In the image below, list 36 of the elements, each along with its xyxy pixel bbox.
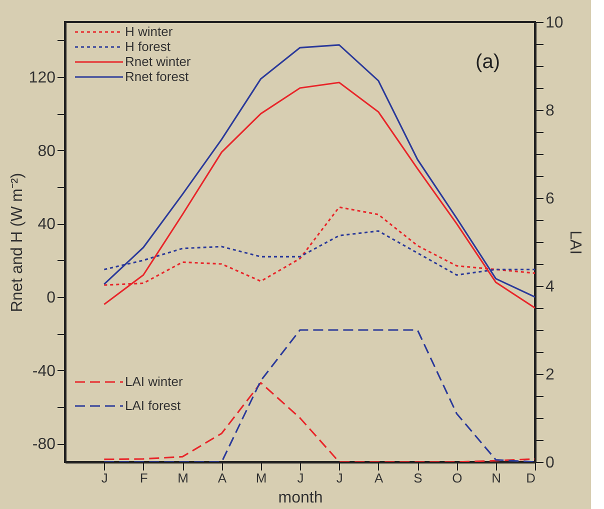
legend-label: H forest	[125, 39, 171, 54]
x-tick-label: D	[526, 470, 536, 486]
y2-tick-label: 0	[546, 454, 554, 472]
y2-tick-label: 6	[546, 190, 554, 208]
legend-label: Rnet winter	[125, 54, 192, 69]
y-tick-label: 0	[46, 290, 56, 306]
y-axis-title: Rnet and H (W m⁻²)	[8, 172, 26, 312]
x-tick-label: M	[178, 470, 188, 486]
x-tick-label: O	[452, 470, 462, 486]
y-tick-label: -40	[32, 362, 56, 380]
legend-label: LAI winter	[125, 374, 184, 389]
x-tick-label: A	[218, 470, 227, 486]
y2-tick-label: 4	[546, 278, 554, 296]
y2-tick-label: 2	[546, 366, 554, 384]
y2-axis-title: LAI	[566, 230, 584, 255]
y2-tick-label: 8	[546, 102, 554, 120]
annotation: (a)	[476, 51, 500, 73]
x-tick-label: F	[140, 470, 148, 486]
x-tick-label: J	[336, 470, 343, 486]
x-tick-label: A	[374, 470, 384, 486]
y-tick-label: 80	[38, 142, 56, 160]
x-tick-label: M	[256, 470, 267, 486]
legend-label: Rnet forest	[125, 69, 189, 84]
y-tick-label: -80	[32, 436, 56, 454]
line-series	[103, 82, 535, 309]
legend-label: H winter	[125, 24, 174, 39]
x-tick-label: J	[297, 470, 304, 486]
y-tick-label: 120	[28, 70, 56, 86]
line-series	[103, 329, 535, 462]
legend-label: LAI forest	[125, 398, 182, 413]
x-axis-title: month	[278, 490, 323, 506]
x-tick-label: J	[101, 470, 108, 486]
y2-tick-label: 10	[546, 14, 564, 32]
y-tick-label: 40	[38, 216, 56, 234]
x-tick-label: S	[414, 470, 423, 486]
x-tick-label: N	[492, 470, 502, 486]
